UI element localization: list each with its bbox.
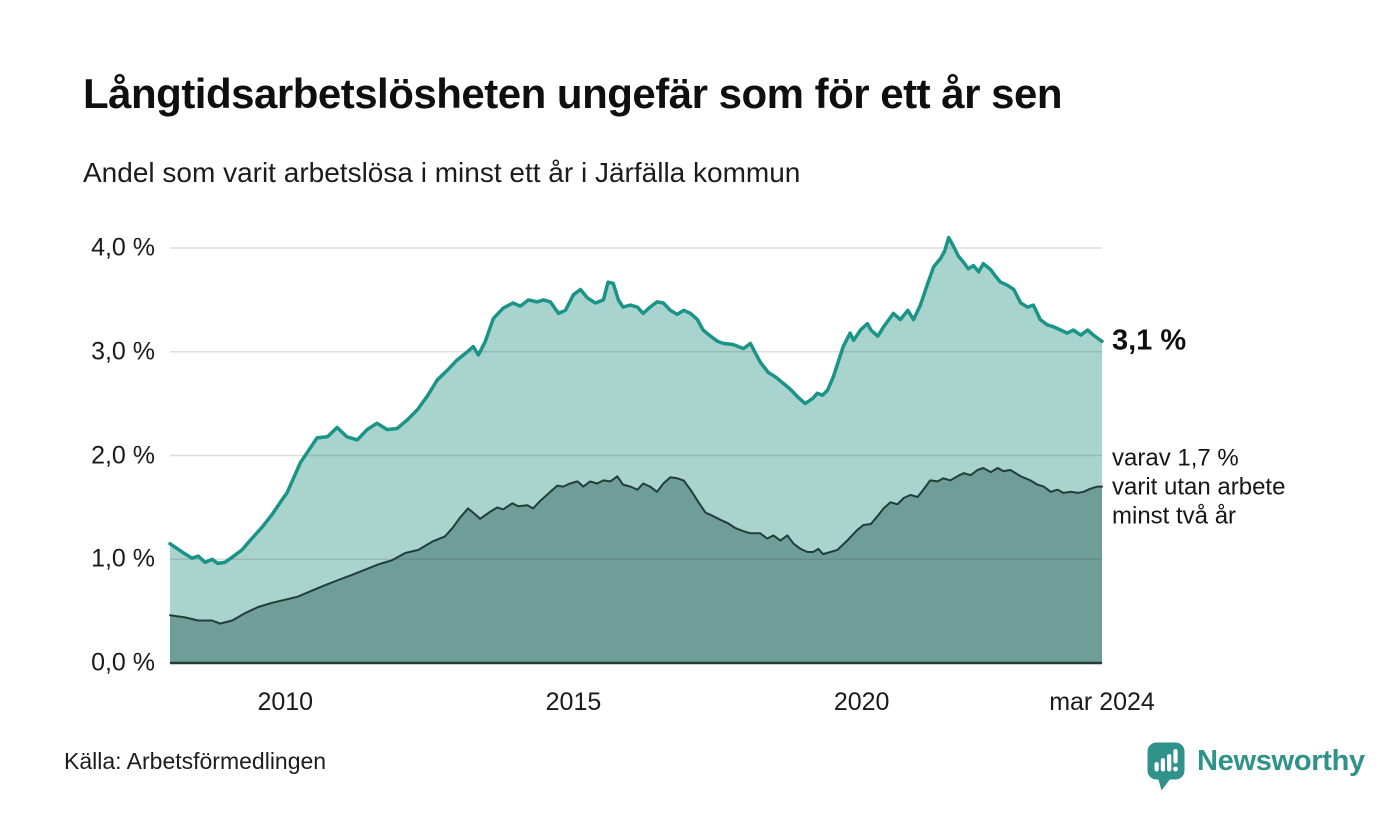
y-axis-tick-label: 0,0 % <box>91 648 155 677</box>
series-line <box>169 467 1103 625</box>
brand-name: Newsworthy <box>1197 745 1365 777</box>
series-line <box>168 235 1104 566</box>
subset-value-annotation: varav 1,7 % varit utan arbete minst två … <box>1112 443 1285 530</box>
x-axis-tick-label: 2020 <box>833 688 890 716</box>
y-axis-tick-label: 2,0 % <box>91 441 155 469</box>
y-axis-tick-label: 1,0 % <box>91 544 155 573</box>
subset-annotation-line: minst två år <box>1112 502 1237 530</box>
brand-logo-lockup: Newsworthy <box>1146 741 1365 793</box>
x-axis-tick-label: 2015 <box>545 688 602 716</box>
newsworthy-bubble-icon <box>1147 742 1185 791</box>
subset-annotation-line: varit utan arbete <box>1112 473 1286 501</box>
chart-subtitle: Andel som varit arbetslösa i minst ett å… <box>83 157 801 188</box>
x-axis-tick-label: 2010 <box>257 688 314 716</box>
latest-value-annotation: 3,1 % <box>1112 324 1187 357</box>
y-axis-tick-label: 3,0 % <box>91 337 155 366</box>
subset-annotation-line: varav 1,7 % <box>1112 444 1239 472</box>
chart-title: Långtidsarbetslösheten ungefär som för e… <box>83 70 1063 117</box>
y-axis-tick-label: 4,0 % <box>91 233 155 262</box>
series-area <box>170 468 1102 663</box>
x-axis-tick-label: mar 2024 <box>1049 688 1155 716</box>
source-credit: Källa: Arbetsförmedlingen <box>64 748 327 774</box>
